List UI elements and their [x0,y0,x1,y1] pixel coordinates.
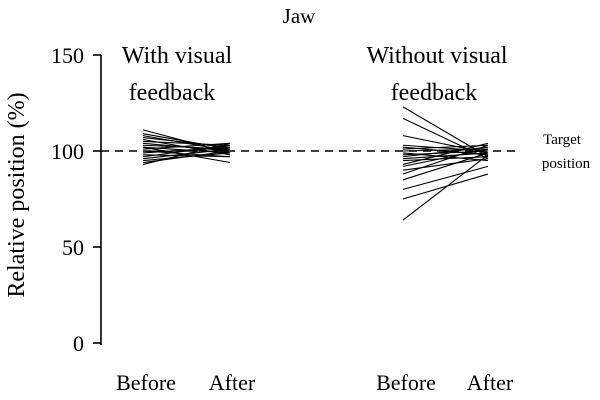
target-label-line1: Target [543,132,582,148]
y-tick-label-100: 100 [51,139,84,164]
target-label-line2: position [542,156,591,172]
group2-subject-line-16 [402,144,489,175]
y-axis-label: Relative position (%) [4,92,30,297]
x-tick-before-2: Before [376,370,436,395]
x-tick-before-1: Before [116,370,176,395]
group2-subject-line-15 [402,158,489,171]
group2-subject-line-7 [402,148,489,152]
group2-subject-line-18 [402,165,489,190]
group2-subject-line-17 [402,152,489,181]
group2-subject-line-14 [402,148,489,167]
group1-subject-line-20 [142,150,231,158]
data-lines [142,106,489,221]
y-tick-label-50: 50 [62,235,84,260]
group2-subject-line-6 [402,144,489,150]
y-axis-ticks: 0 50 100 150 [51,43,101,356]
group1-label-line2: feedback [129,80,216,106]
group2-subject-line-10 [402,146,489,158]
group1-label-line1: With visual [122,43,233,69]
group2-subject-line-19 [402,173,489,200]
group1-subject-line-4 [142,137,231,148]
group1-subject-line-19 [142,146,231,164]
group2-label-line1: Without visual [366,43,507,69]
x-tick-after-1: After [209,370,256,395]
group2-subject-line-11 [402,152,489,160]
group2-subject-line-20 [402,154,489,221]
chart-title: Jaw [283,4,316,28]
x-tick-after-2: After [467,370,514,395]
group1-subject-line-10 [142,142,231,150]
y-tick-label-0: 0 [73,331,84,356]
group2-label-line2: feedback [391,80,478,106]
group2-subject-line-13 [402,142,489,165]
y-tick-label-150: 150 [51,43,84,68]
